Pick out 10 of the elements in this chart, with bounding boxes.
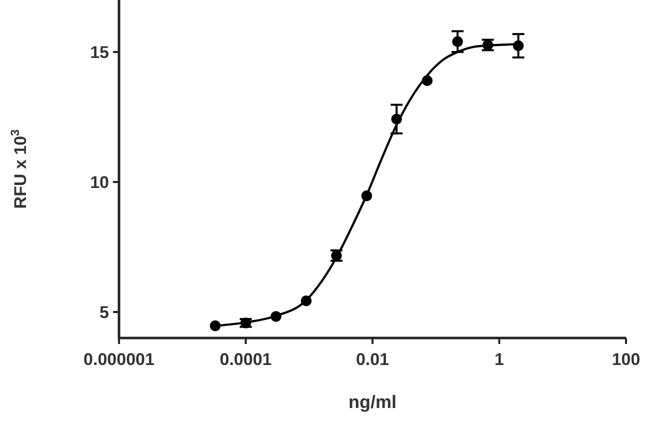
y-tick-label: 15 bbox=[90, 42, 109, 62]
x-tick-label: 0.0001 bbox=[220, 350, 272, 369]
point bbox=[452, 36, 463, 47]
x-tick-label: 100 bbox=[612, 350, 640, 369]
x-tick-label: 1 bbox=[494, 350, 504, 369]
y-tick-label: 5 bbox=[100, 302, 109, 322]
x-tick-label: 0.000001 bbox=[84, 350, 154, 369]
x-axis-title: ng/ml bbox=[348, 392, 396, 412]
x-tick-label: 0.01 bbox=[356, 350, 390, 369]
y-tick-label: 10 bbox=[90, 172, 109, 192]
